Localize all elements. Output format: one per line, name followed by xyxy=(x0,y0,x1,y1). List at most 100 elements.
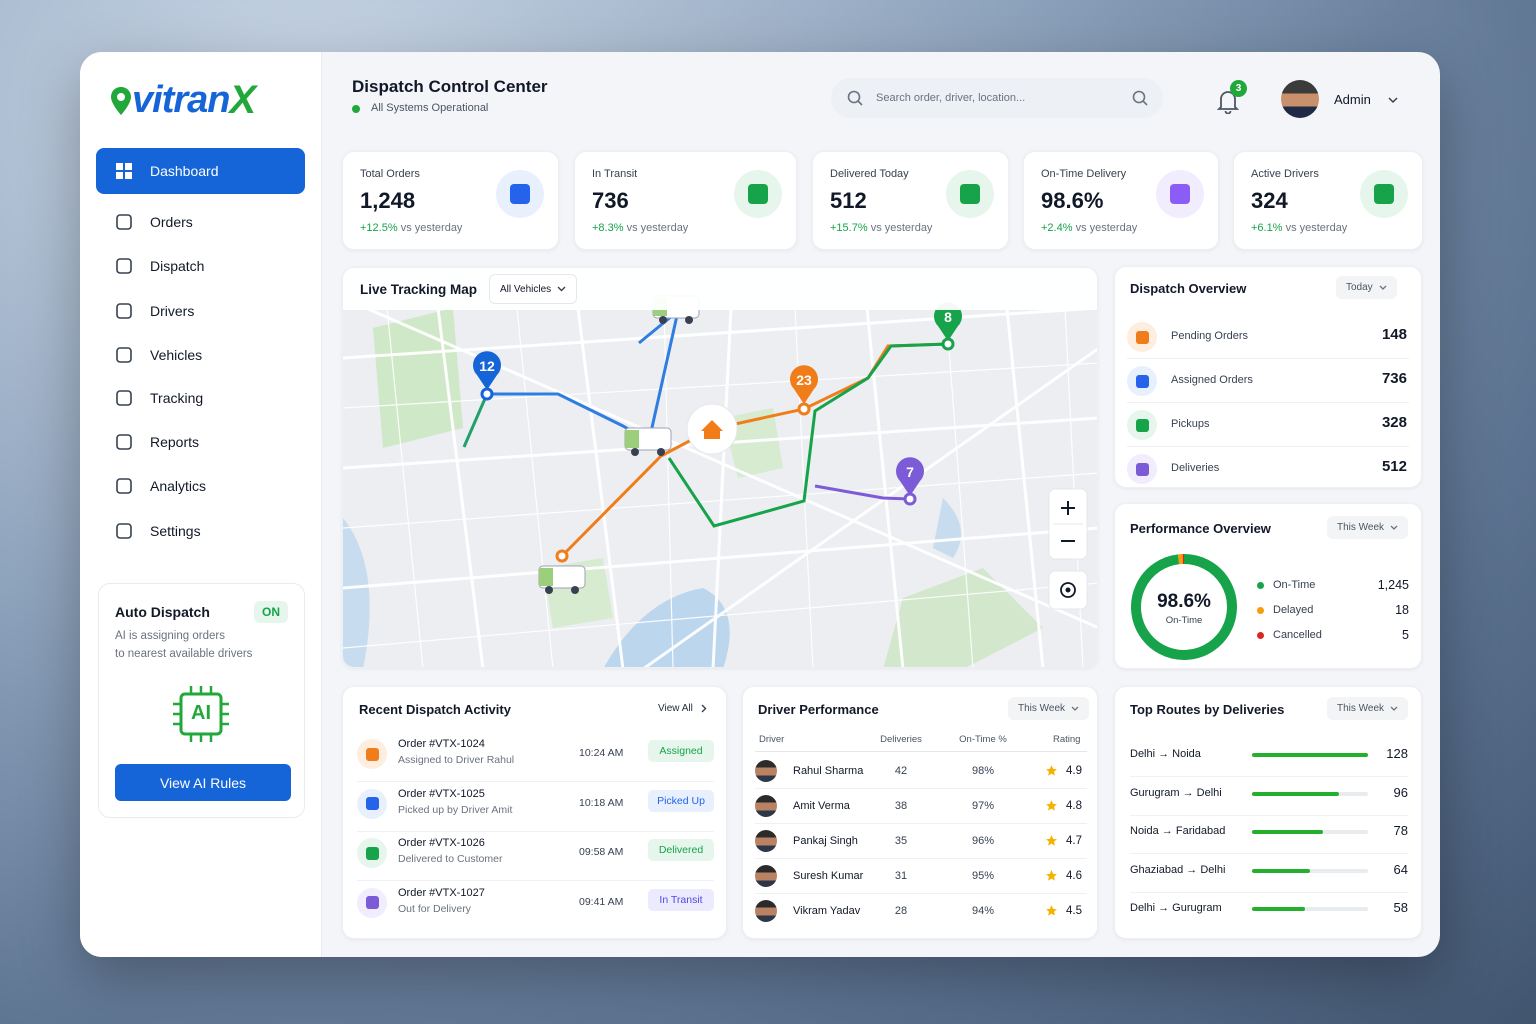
search-box[interactable]: Search order, driver, location... xyxy=(831,78,1163,118)
notification-bell[interactable]: 3 xyxy=(1216,80,1247,115)
map-pin[interactable]: 12 xyxy=(473,351,501,390)
view-all-label: View All xyxy=(658,703,693,714)
zoom-controls[interactable] xyxy=(1048,488,1088,560)
menu-item[interactable]: Analytics xyxy=(96,466,305,506)
kpi-icon xyxy=(946,170,994,218)
period-filter[interactable]: This Week xyxy=(1327,697,1409,720)
graphic xyxy=(857,100,863,106)
vehicle-filter-label: All Vehicles xyxy=(500,283,552,295)
graphic xyxy=(1046,765,1057,776)
route-row: Noida → Faridabad 78 xyxy=(1130,816,1408,854)
deliveries: 35 xyxy=(894,835,908,847)
graphic xyxy=(657,448,665,456)
driver-row: Vikram Yadav 28 94% 4.5 xyxy=(755,894,1087,929)
kpi-change-line: +8.3% vs yesterday xyxy=(592,222,688,234)
legend-label: Cancelled xyxy=(1273,629,1322,641)
driver-avatar xyxy=(755,900,777,922)
rating-star xyxy=(1046,800,1057,811)
driver-performance-panel: Driver Performance This Week Driver Deliv… xyxy=(742,686,1098,939)
graphic xyxy=(960,184,980,204)
period-filter[interactable]: Today xyxy=(1336,276,1397,299)
graphic xyxy=(116,434,132,450)
route-row: Delhi → Noida 128 xyxy=(1130,739,1408,777)
tracking-map-panel: 12 23 8 7 Live Tracking Map All Vehicles xyxy=(342,267,1098,668)
map-pin[interactable]: 7 xyxy=(896,457,924,496)
top-routes-panel: Top Routes by Deliveries This Week Delhi… xyxy=(1114,686,1422,939)
kpi-note: vs yesterday xyxy=(400,222,463,234)
user-avatar[interactable] xyxy=(1281,80,1319,118)
graphic xyxy=(1170,184,1190,204)
panel-title: Performance Overview xyxy=(1130,521,1271,536)
activity-row: Order #VTX-1024 Assigned to Driver Rahul… xyxy=(357,733,714,782)
route-bar-track xyxy=(1252,907,1368,911)
menu-item[interactable]: Tracking xyxy=(96,378,305,418)
graphic xyxy=(431,268,485,667)
menu-item[interactable]: Dispatch xyxy=(96,246,305,286)
menu-item[interactable]: Settings xyxy=(96,511,305,551)
kpi-card: On-Time Delivery 98.6% +2.4% vs yesterda… xyxy=(1023,151,1219,250)
map-pin[interactable]: 8 xyxy=(934,302,962,341)
kpi-change-line: +6.1% vs yesterday xyxy=(1251,222,1347,234)
legend-label: On-Time xyxy=(1273,579,1316,591)
graphic xyxy=(538,565,586,594)
map-title: Live Tracking Map xyxy=(360,282,478,297)
kpi-label: In Transit xyxy=(592,168,638,180)
driver-row: Amit Verma 38 97% 4.8 xyxy=(755,789,1087,824)
ai-chip-label: AI xyxy=(191,702,211,724)
view-all-link[interactable]: View All xyxy=(658,703,707,714)
locate-button[interactable] xyxy=(1048,570,1088,610)
period-filter[interactable]: This Week xyxy=(1008,697,1090,720)
map[interactable]: 12 23 8 7 xyxy=(343,268,1098,668)
auto-dispatch-text: AI is assigning orders xyxy=(115,630,225,642)
kpi-card: In Transit 736 +8.3% vs yesterday xyxy=(574,151,797,250)
order-detail: Picked up by Driver Amit xyxy=(398,803,513,816)
menu-item[interactable]: Dashboard xyxy=(96,148,305,194)
menu-item[interactable]: Orders xyxy=(96,202,305,242)
logo-x: X xyxy=(229,78,257,122)
map-pin[interactable]: 23 xyxy=(790,365,818,404)
rating: 4.5 xyxy=(1066,905,1082,917)
donut-chart xyxy=(1131,554,1237,660)
graphic xyxy=(1135,418,1149,432)
vehicle-filter[interactable]: All Vehicles xyxy=(489,274,578,304)
panel-title: Top Routes by Deliveries xyxy=(1130,702,1285,717)
graphic xyxy=(790,365,818,404)
graphic xyxy=(555,549,569,563)
graphic xyxy=(814,484,911,501)
graphic xyxy=(117,92,125,101)
route-label: Gurugram → Delhi xyxy=(1130,786,1222,799)
kpi-value: 1,248 xyxy=(360,188,416,213)
period-filter[interactable]: This Week xyxy=(1327,516,1409,539)
driver-avatar xyxy=(755,830,777,852)
deliveries: 31 xyxy=(894,870,908,882)
overview-value: 512 xyxy=(1381,458,1407,475)
menu-item[interactable]: Drivers xyxy=(96,291,305,331)
view-ai-rules-button[interactable]: View AI Rules xyxy=(115,764,291,801)
graphic xyxy=(116,172,123,179)
menu-item[interactable]: Vehicles xyxy=(96,335,305,375)
graphic xyxy=(116,390,132,406)
header-divider xyxy=(755,751,1087,752)
graphic xyxy=(711,268,735,667)
activity-row: Order #VTX-1026 Delivered to Customer 09… xyxy=(357,832,714,881)
graphic xyxy=(116,303,132,319)
route-row: Delhi → Gurugram 58 xyxy=(1130,893,1408,931)
graphic xyxy=(116,434,132,450)
graphic xyxy=(1071,706,1079,711)
activity-icon xyxy=(357,887,387,918)
user-name[interactable]: Admin xyxy=(1334,92,1371,107)
graphic xyxy=(571,586,579,594)
activity-time: 09:58 AM xyxy=(579,846,624,858)
kpi-icon xyxy=(1360,170,1408,218)
graphic xyxy=(1135,462,1149,476)
panel-title: Dispatch Overview xyxy=(1130,281,1247,296)
overview-icon xyxy=(1127,322,1157,352)
graphic xyxy=(1061,501,1075,542)
graphic xyxy=(1388,97,1398,104)
graphic xyxy=(861,268,905,667)
kpi-label: Delivered Today xyxy=(830,168,909,180)
graphic xyxy=(1374,184,1394,204)
kpi-note: vs yesterday xyxy=(1285,222,1348,234)
menu-item[interactable]: Reports xyxy=(96,422,305,462)
overview-label: Assigned Orders xyxy=(1171,374,1253,386)
